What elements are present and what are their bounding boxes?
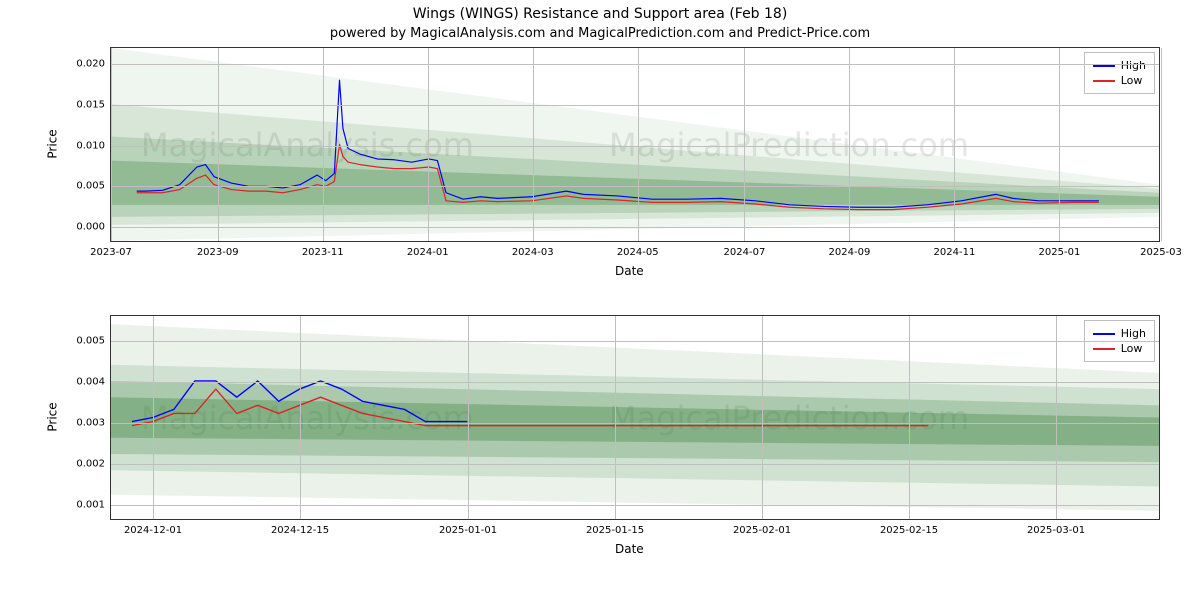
- gridline-v: [1161, 48, 1162, 241]
- x-tick-label: 2024-05: [617, 241, 659, 258]
- x-tick-label: 2025-01: [1039, 241, 1081, 258]
- gridline-v: [533, 48, 534, 241]
- y-tick-label: 0.010: [76, 140, 111, 151]
- legend-item-low: Low: [1093, 74, 1146, 87]
- gridline-h: [111, 341, 1159, 342]
- y-tick-label: 0.015: [76, 99, 111, 110]
- y-tick-label: 0.005: [76, 181, 111, 192]
- legend-item-low: Low: [1093, 342, 1146, 355]
- x-tick-label: 2025-02-15: [880, 519, 938, 536]
- gridline-v: [1056, 316, 1057, 519]
- y-tick-label: 0.005: [76, 335, 111, 346]
- x-tick-label: 2024-11: [934, 241, 976, 258]
- gridline-h: [111, 227, 1159, 228]
- x-tick-label: 2025-03-01: [1027, 519, 1085, 536]
- gridline-h: [111, 505, 1159, 506]
- gridline-v: [744, 48, 745, 241]
- gridline-v: [218, 48, 219, 241]
- gridline-v: [323, 48, 324, 241]
- gridline-h: [111, 464, 1159, 465]
- gridline-v: [762, 316, 763, 519]
- x-tick-label: 2025-03: [1140, 241, 1182, 258]
- gridline-v: [954, 48, 955, 241]
- legend-label-high: High: [1121, 327, 1146, 340]
- gridline-v: [300, 316, 301, 519]
- gridline-h: [111, 423, 1159, 424]
- x-tick-label: 2025-02-01: [733, 519, 791, 536]
- x-tick-label: 2024-12-01: [124, 519, 182, 536]
- legend-label-high: High: [1121, 59, 1146, 72]
- gridline-v: [909, 316, 910, 519]
- gridline-h: [111, 382, 1159, 383]
- chart-svg-bottom: [111, 316, 1159, 519]
- x-axis-label-top: Date: [615, 264, 644, 278]
- x-tick-label: 2024-03: [512, 241, 554, 258]
- x-tick-label: 2024-01: [407, 241, 449, 258]
- gridline-v: [153, 316, 154, 519]
- y-tick-label: 0.004: [76, 376, 111, 387]
- legend-top: High Low: [1084, 52, 1155, 94]
- gridline-h: [111, 146, 1159, 147]
- legend-swatch-high: [1093, 333, 1115, 335]
- x-tick-label: 2024-07: [724, 241, 766, 258]
- gridline-v: [638, 48, 639, 241]
- chart-title: Wings (WINGS) Resistance and Support are…: [0, 0, 1200, 22]
- legend-item-high: High: [1093, 327, 1146, 340]
- legend-label-low: Low: [1121, 74, 1143, 87]
- gridline-h: [111, 105, 1159, 106]
- y-tick-label: 0.001: [76, 499, 111, 510]
- legend-item-high: High: [1093, 59, 1146, 72]
- gridline-v: [428, 48, 429, 241]
- y-tick-label: 0.000: [76, 221, 111, 232]
- gridline-h: [111, 186, 1159, 187]
- x-tick-label: 2024-12-15: [271, 519, 329, 536]
- gridline-v: [1059, 48, 1060, 241]
- gridline-v: [615, 316, 616, 519]
- x-axis-label-bottom: Date: [615, 542, 644, 556]
- x-tick-label: 2023-11: [302, 241, 344, 258]
- chart-svg-top: [111, 48, 1159, 241]
- x-tick-label: 2024-09: [829, 241, 871, 258]
- plot-area-top: MagicalAnalysis.com MagicalPrediction.co…: [110, 47, 1160, 242]
- x-tick-label: 2025-01-15: [586, 519, 644, 536]
- legend-swatch-low: [1093, 80, 1115, 82]
- chart-subtitle: powered by MagicalAnalysis.com and Magic…: [0, 22, 1200, 43]
- chart-bottom: MagicalAnalysis.com MagicalPrediction.co…: [20, 315, 1180, 575]
- y-axis-label-top: Price: [46, 129, 60, 158]
- y-tick-label: 0.002: [76, 458, 111, 469]
- x-tick-label: 2025-01-01: [439, 519, 497, 536]
- y-axis-label-bottom: Price: [46, 402, 60, 431]
- legend-swatch-low: [1093, 348, 1115, 350]
- chart-top: MagicalAnalysis.com MagicalPrediction.co…: [20, 47, 1180, 297]
- x-tick-label: 2023-09: [197, 241, 239, 258]
- y-tick-label: 0.003: [76, 417, 111, 428]
- gridline-v: [468, 316, 469, 519]
- y-tick-label: 0.020: [76, 59, 111, 70]
- gridline-v: [849, 48, 850, 241]
- gridline-h: [111, 64, 1159, 65]
- legend-label-low: Low: [1121, 342, 1143, 355]
- gridline-v: [111, 48, 112, 241]
- plot-area-bottom: MagicalAnalysis.com MagicalPrediction.co…: [110, 315, 1160, 520]
- x-tick-label: 2023-07: [90, 241, 132, 258]
